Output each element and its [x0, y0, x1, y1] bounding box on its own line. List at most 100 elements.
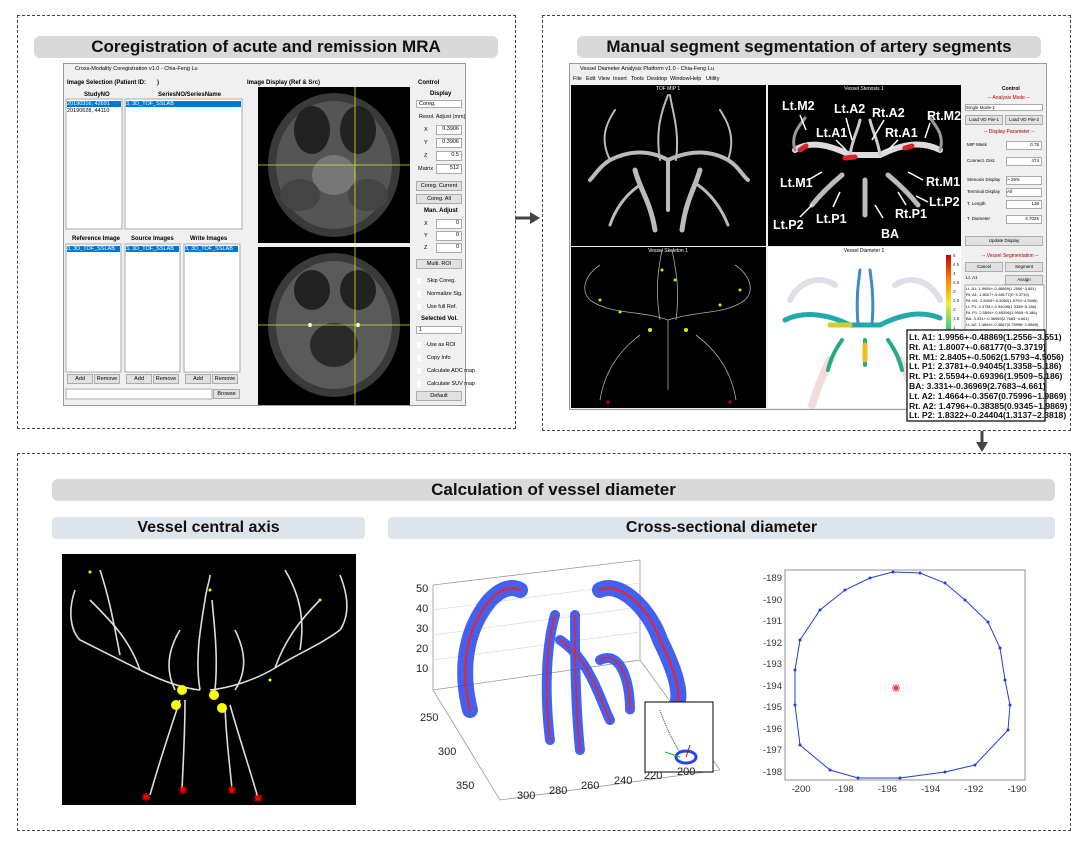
list-item: Lt. A2: 1.4664+-0.3567(0.75996~1.9869) [966, 322, 1039, 327]
colorbar-tick: 2.5 [953, 298, 960, 303]
button[interactable]: Remove [153, 374, 179, 384]
x-tick-label: 220 [644, 770, 663, 782]
x-tick-label: -198 [834, 784, 854, 795]
z-tick-label: 20 [416, 643, 429, 655]
button[interactable]: Add [185, 374, 211, 384]
button[interactable]: Update Display [965, 236, 1043, 246]
x-tick-label: -200 [791, 784, 811, 795]
view-title: Vessel Stenosis 1 [844, 86, 884, 92]
menu-item[interactable]: Window [670, 76, 690, 82]
dropdown: Single Mode-1 [965, 104, 1043, 111]
menu-item[interactable]: Desktop [647, 76, 668, 82]
button[interactable]: Cancel [965, 262, 1003, 272]
section-title: Cross-sectional diameter [388, 517, 1055, 539]
label: Lt. A1 [966, 275, 978, 280]
z-tick-label: 50 [416, 583, 429, 595]
list-box [65, 243, 122, 373]
button[interactable]: Coreg. All [416, 194, 462, 204]
menu-item[interactable]: Help [690, 76, 702, 82]
vessel-label: Rt.A1 [885, 126, 918, 140]
vessel-label: Lt.A1 [816, 126, 848, 140]
field-label: T. Diameter [967, 216, 991, 221]
list-item: Lt. P1: 2.3781+-0.94045(1.3358~5.186) [966, 304, 1037, 309]
panel-border [542, 15, 1071, 431]
x-tick-label: -192 [964, 784, 984, 795]
colorbar-tick: 5 [953, 253, 956, 258]
list-item: 3, 3D_TOF_SSLAB [67, 246, 120, 252]
mra-slice [258, 87, 410, 243]
y-tick-label: -194 [762, 680, 782, 692]
view-title: Vessel Diameter 1 [843, 248, 885, 254]
section-label: -- Vessel Segmentation -- [982, 253, 1039, 259]
central-axis-image [62, 554, 356, 805]
list-item: 20190628, 44110 [67, 108, 110, 114]
panel-title: Manual segment segmentation of artery se… [577, 36, 1041, 58]
panel-title: Calculation of vessel diameter [52, 479, 1055, 501]
field-label: MIP Mask [967, 142, 987, 147]
menu-item[interactable]: File [573, 76, 582, 82]
x-tick-label: -196 [877, 784, 897, 795]
list-item: 3, 3D_TOF_SSLAB [185, 246, 238, 252]
button[interactable]: Remove [94, 374, 120, 384]
menu-item[interactable]: Tools [631, 76, 644, 82]
list-box [124, 243, 181, 373]
menu-item[interactable]: Insert [613, 76, 627, 82]
y-tick-label: -190 [762, 594, 782, 606]
plot-2d [784, 569, 1026, 781]
x-tick-label: 300 [517, 790, 536, 802]
list-box [964, 284, 1045, 332]
label: Image Display (Ref & Src) [247, 80, 321, 86]
button[interactable]: Add [67, 374, 93, 384]
field-value: All [1006, 188, 1042, 197]
button[interactable]: Add [126, 374, 152, 384]
checkbox: Calculate SUV map [417, 381, 475, 387]
button[interactable]: Remove [212, 374, 238, 384]
label: Image Selection (Patient ID: [67, 80, 147, 86]
diameter-row: Lt. A1: 1.9956+-0.48869(1.2556~3.551) [909, 332, 1062, 342]
button[interactable]: Load VD File-2 [1005, 115, 1043, 125]
field-label: Z [424, 153, 428, 159]
button[interactable]: Load VD File-1 [965, 115, 1003, 125]
y-tick-label: -192 [762, 637, 782, 649]
field-label: Y [424, 233, 428, 239]
diameter-row: Lt. P2: 1.8322+-0.24404(1.3137~2.3818) [909, 410, 1067, 421]
diameter-row: Rt. M1: 2.8405+-0.5062(1.5793~4.5056) [909, 351, 1064, 362]
diameter-row: Lt. P1: 2.3781+-0.94045(1.3358~5.186) [909, 361, 1062, 372]
label: ) [157, 80, 159, 86]
panel-border [17, 453, 1071, 831]
diameter-row: Rt. P1: 2.5594+-0.69396(1.9509~5.186) [909, 371, 1063, 382]
list-box [65, 98, 123, 230]
button[interactable]: Segment [1005, 262, 1043, 272]
menu-item[interactable]: Edit [586, 76, 596, 82]
dropdown: 1 [416, 326, 462, 334]
tof-mip-view [571, 85, 766, 246]
button[interactable]: Browse [213, 389, 240, 399]
menu-item[interactable]: Utility [706, 76, 720, 82]
arrow-head [530, 212, 540, 224]
field-label: Connect. Dist. [967, 158, 996, 163]
button[interactable]: Coreg. Current [416, 181, 462, 191]
list-box [124, 98, 243, 230]
column-header: Reference Image [72, 236, 121, 242]
vessel-label: Lt.P2 [929, 195, 960, 209]
field-value: 0 [436, 219, 462, 229]
list-box [183, 243, 241, 373]
column-header: Source Images [131, 236, 174, 242]
field-value: 0.75 [1006, 141, 1042, 150]
skeleton-view [571, 247, 766, 408]
button[interactable]: Multi. ROI [416, 259, 462, 269]
menu-item[interactable]: View [598, 76, 610, 82]
label: Selected Vol. [421, 316, 458, 322]
field-label: Stenosis Display [967, 177, 1001, 182]
vessel-label: BA [881, 227, 900, 241]
button[interactable]: Default [416, 391, 462, 401]
field-value: 4.7025 [1006, 215, 1042, 224]
colorbar-tick: 2 [953, 307, 956, 312]
button[interactable]: Assign [1005, 275, 1043, 285]
label: Display [430, 91, 452, 97]
label: Resol. Adjust (mm) [419, 114, 466, 120]
y-tick-label: -193 [762, 659, 782, 671]
checkbox: Normalize Sig. [417, 291, 463, 297]
x-tick-label: 200 [677, 766, 696, 778]
